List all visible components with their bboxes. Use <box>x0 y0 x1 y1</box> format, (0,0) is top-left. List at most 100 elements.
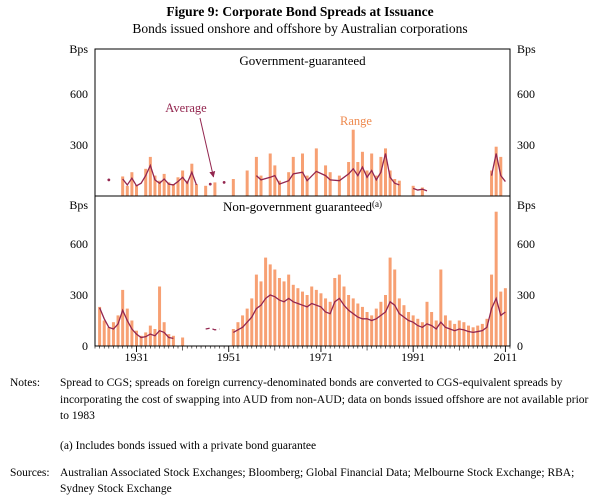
range-bar <box>397 180 401 196</box>
range-bar <box>277 278 281 346</box>
y-tick-label-right: 0 <box>517 339 523 353</box>
range-bar <box>420 187 424 196</box>
range-bar <box>144 332 148 346</box>
range-bar <box>301 291 304 346</box>
sources-row: Sources: Australian Associated Stock Exc… <box>10 465 590 497</box>
range-bar <box>273 269 277 346</box>
range-bar <box>171 335 175 346</box>
range-bar <box>494 211 498 346</box>
range-bar <box>107 327 111 346</box>
range-bar <box>351 129 355 196</box>
range-bar <box>254 274 258 346</box>
range-bar <box>356 162 360 196</box>
notes-text: Spread to CGS; spreads on foreign curren… <box>60 375 590 455</box>
sources-line: Australian Associated Stock Exchanges; B… <box>60 466 575 496</box>
range-bar <box>259 175 263 196</box>
range-bar <box>277 180 281 196</box>
range-bar <box>453 323 457 346</box>
range-bar <box>347 295 351 346</box>
range-bar <box>171 184 175 196</box>
range-bar <box>231 329 235 346</box>
range-bar <box>310 286 314 346</box>
range-bar <box>121 176 125 196</box>
range-bar <box>393 179 397 196</box>
range-bar <box>130 320 134 346</box>
range-bar <box>347 162 351 196</box>
range-bar <box>384 148 387 196</box>
range-bar <box>360 306 364 346</box>
average-line <box>490 153 506 182</box>
range-bar <box>471 327 475 346</box>
range-bar <box>301 153 304 196</box>
range-bar <box>98 306 102 346</box>
range-bar <box>116 315 120 346</box>
range-bar <box>213 182 217 196</box>
bond-spreads-chart: 1931 1951 1971 1991 2011 Bps Bps 600 600 300 300 Bp… <box>69 42 536 364</box>
range-bar <box>204 185 208 196</box>
range-bar <box>448 320 452 346</box>
average-line <box>233 294 506 334</box>
range-bar <box>259 281 263 346</box>
range-bar <box>273 165 277 196</box>
range-bar <box>291 284 295 346</box>
range-bar <box>176 177 180 196</box>
range-bar <box>125 185 129 196</box>
average-line <box>412 187 428 192</box>
range-bar <box>397 298 401 346</box>
range-bar <box>388 170 392 196</box>
range-bar <box>499 291 503 346</box>
range-bar <box>153 175 157 196</box>
range-bar <box>153 329 157 346</box>
y-tick-label-right: 300 <box>517 288 535 302</box>
range-bar <box>236 322 240 346</box>
range-bar <box>490 170 494 196</box>
range-bar <box>139 335 143 346</box>
y-tick-label-left: 600 <box>70 237 88 251</box>
range-bar <box>121 289 125 346</box>
average-line <box>255 153 400 186</box>
x-tick-label: 1931 <box>125 350 149 364</box>
range-bar <box>337 274 341 346</box>
range-bar <box>148 325 152 346</box>
range-bar <box>393 269 397 346</box>
range-bar <box>181 170 185 196</box>
range-bar <box>162 322 166 346</box>
notes-row: Notes: Spread to CGS; spreads on foreign… <box>10 375 590 455</box>
range-bar <box>324 298 328 346</box>
range-bar <box>167 334 171 346</box>
range-bar <box>342 286 346 346</box>
range-bar <box>111 322 115 346</box>
range-bar <box>264 257 268 346</box>
average-annotation: Average <box>165 101 207 115</box>
range-bar <box>379 156 383 196</box>
range-bar <box>411 315 415 346</box>
range-annotation: Range <box>340 114 372 128</box>
range-bar <box>250 298 254 346</box>
x-tick-label: 1951 <box>217 350 241 364</box>
range-bar <box>125 308 129 346</box>
range-bar <box>494 146 498 196</box>
range-bar <box>148 156 152 196</box>
panel-title-government: Government-guaranteed <box>239 53 366 68</box>
range-bar <box>190 163 194 196</box>
range-bar <box>167 182 171 196</box>
range-bar <box>384 295 387 346</box>
range-bar <box>194 184 198 196</box>
range-bar <box>162 173 166 196</box>
range-bar <box>457 320 461 346</box>
range-bar <box>158 180 162 196</box>
note-line-2: (a) Includes bonds issued with a private… <box>60 440 317 453</box>
range-bar <box>181 337 185 346</box>
range-bar <box>245 308 249 346</box>
range-bar <box>328 172 332 196</box>
range-bar <box>144 168 148 196</box>
range-bar <box>314 289 318 346</box>
x-axis-ticks <box>94 346 511 352</box>
average-line-panel-1 <box>107 153 506 192</box>
average-annotation-arrow <box>199 117 216 178</box>
average-line <box>99 307 174 339</box>
range-bar <box>282 281 286 346</box>
range-bar <box>407 312 411 346</box>
range-bar <box>379 301 383 346</box>
